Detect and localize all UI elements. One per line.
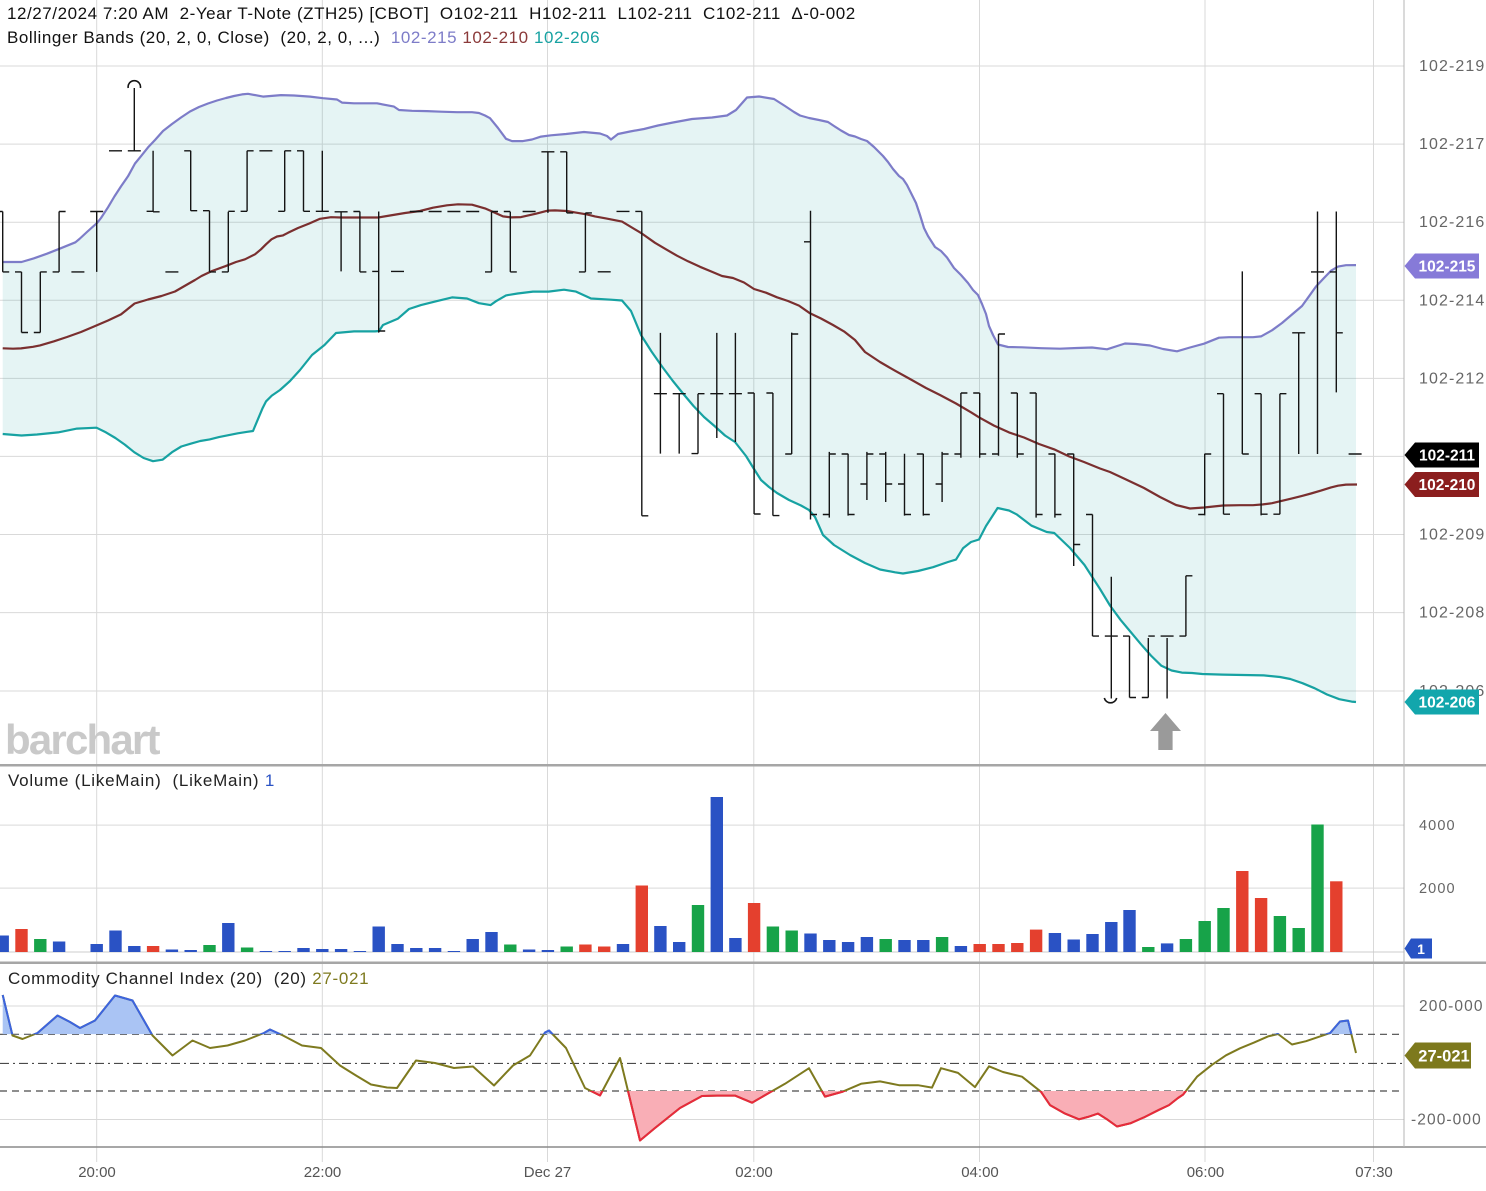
svg-text:barchart: barchart: [5, 716, 160, 763]
svg-text:1: 1: [1417, 941, 1425, 957]
svg-text:102-217: 102-217: [1419, 136, 1485, 153]
svg-text:102-214: 102-214: [1419, 292, 1485, 309]
svg-text:Dec 27: Dec 27: [524, 1164, 572, 1181]
svg-text:02:00: 02:00: [735, 1164, 773, 1181]
svg-text:102-212: 102-212: [1419, 370, 1485, 387]
svg-text:20:00: 20:00: [78, 1164, 116, 1181]
svg-text:102-211: 102-211: [1419, 448, 1475, 465]
svg-text:102-216: 102-216: [1419, 214, 1485, 231]
svg-text:102-209: 102-209: [1419, 527, 1485, 544]
svg-text:102-210: 102-210: [1419, 477, 1476, 494]
svg-text:04:00: 04:00: [961, 1164, 999, 1181]
svg-text:06:00: 06:00: [1187, 1164, 1225, 1181]
svg-text:12/27/2024 7:20 AM 2-Year T-N: 12/27/2024 7:20 AM 2-Year T-Note (ZTH25)…: [7, 4, 856, 23]
svg-text:102-219: 102-219: [1419, 58, 1485, 75]
svg-text:102-215: 102-215: [1419, 259, 1476, 276]
svg-text:2000: 2000: [1419, 881, 1456, 897]
svg-text:4000: 4000: [1419, 818, 1456, 834]
svg-text:Volume (LikeMain) (LikeMain): Volume (LikeMain) (LikeMain) 1: [8, 771, 275, 790]
svg-text:Commodity Channel Index (20): Commodity Channel Index (20) (20) 27-021: [8, 969, 369, 988]
svg-text:22:00: 22:00: [304, 1164, 342, 1181]
svg-text:07:30: 07:30: [1355, 1164, 1393, 1181]
svg-text:102-206: 102-206: [1419, 695, 1476, 712]
svg-text:27-021: 27-021: [1418, 1048, 1469, 1066]
svg-text:-200-000: -200-000: [1411, 1112, 1482, 1129]
svg-text:102-208: 102-208: [1419, 605, 1485, 622]
svg-text:Bollinger Bands (20, 2, 0, Clo: Bollinger Bands (20, 2, 0, Close) (20, 2…: [7, 28, 600, 47]
svg-text:200-000: 200-000: [1419, 998, 1484, 1015]
